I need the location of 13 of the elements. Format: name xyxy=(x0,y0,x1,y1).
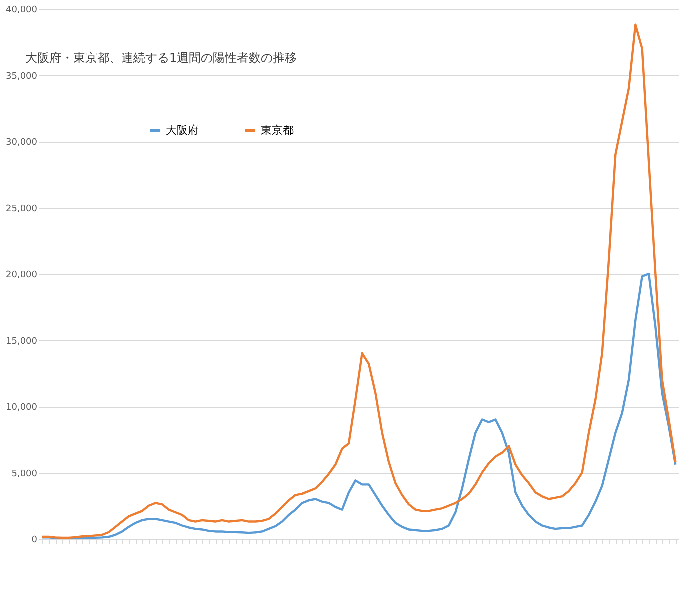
legend-label: 大阪府 xyxy=(166,124,199,137)
y-tick-label: 10,000 xyxy=(6,403,38,413)
y-tick-label: 25,000 xyxy=(6,204,38,214)
text: 大阪府・東京都、連続する1週間の陽性者数の推移 xyxy=(26,51,298,65)
legend-label: 東京都 xyxy=(261,124,294,137)
y-tick-label: 15,000 xyxy=(6,336,38,347)
y-tick-label: 0 xyxy=(32,536,38,546)
y-tick-label: 30,000 xyxy=(6,138,38,148)
y-tick-label: 20,000 xyxy=(6,270,38,280)
y-tick-label: 5,000 xyxy=(12,469,38,480)
y-tick-label: 40,000 xyxy=(6,6,38,16)
y-tick-label: 35,000 xyxy=(6,72,38,82)
line-series xyxy=(41,272,677,540)
